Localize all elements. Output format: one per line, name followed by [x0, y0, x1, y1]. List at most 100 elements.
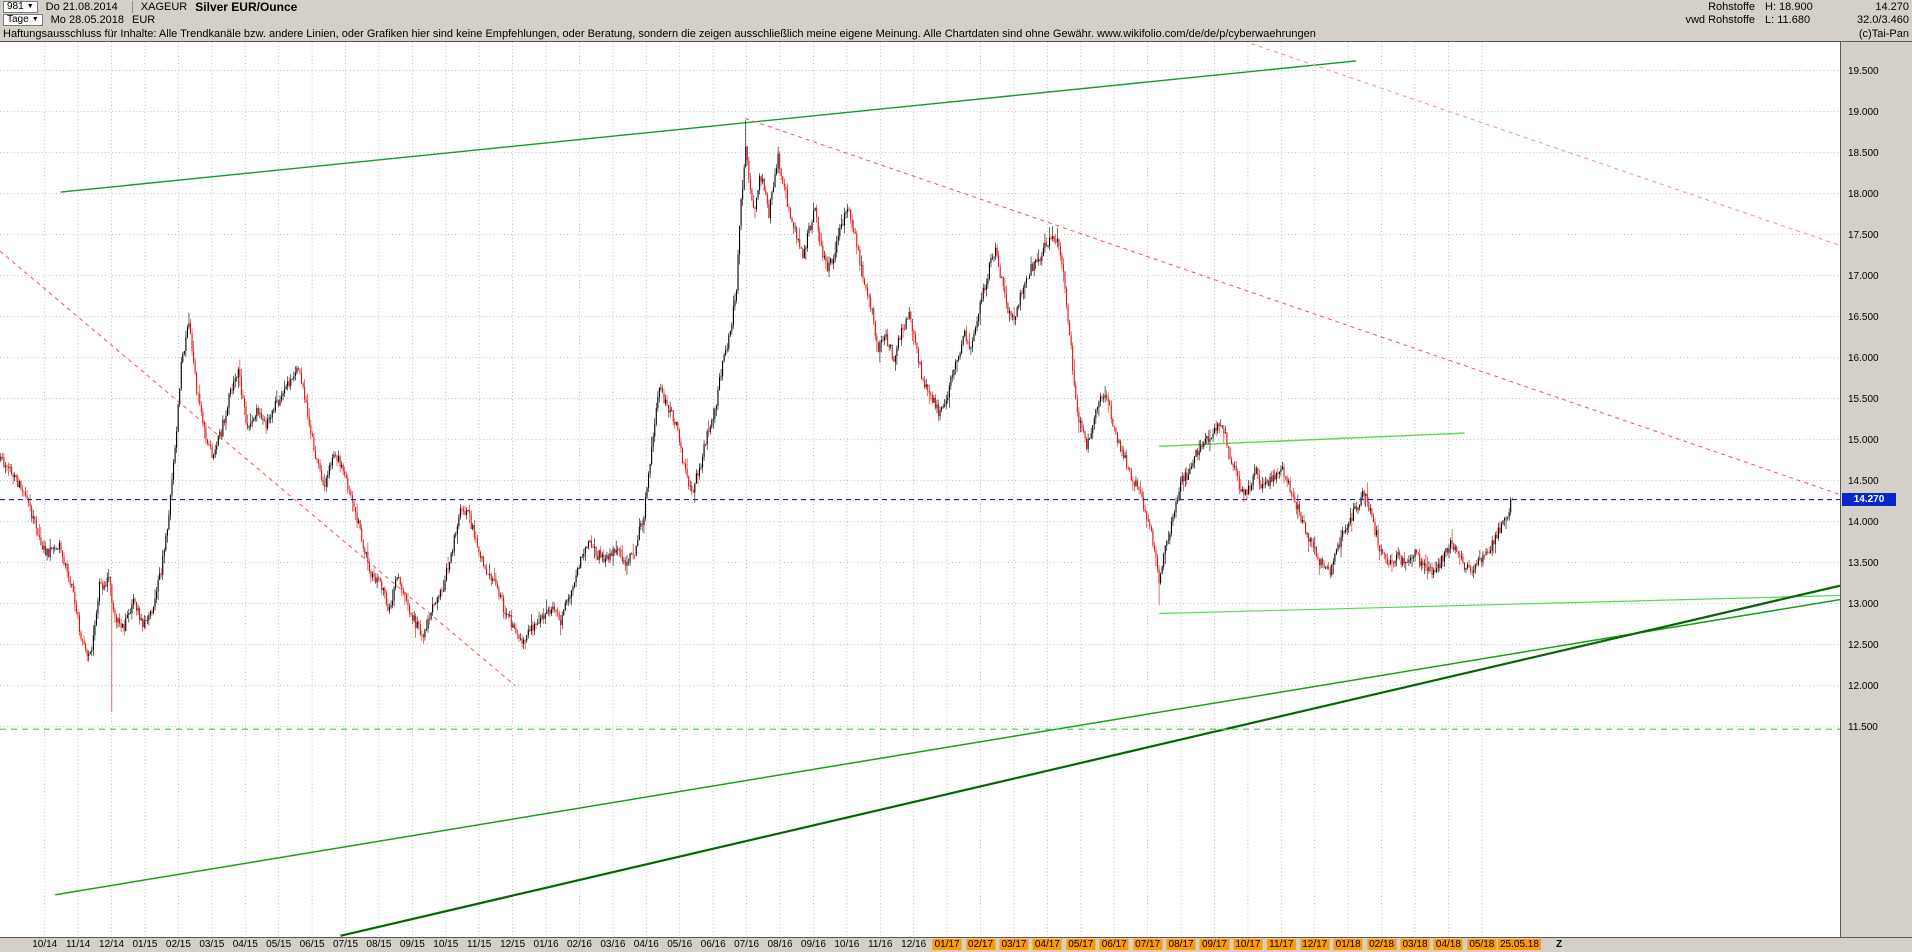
- y-axis-label: 14.500: [1848, 475, 1879, 487]
- x-axis-label: 11/17: [1267, 939, 1296, 950]
- zoom-button[interactable]: Z: [1556, 939, 1563, 950]
- y-axis-label: 14.000: [1848, 516, 1879, 528]
- x-axis-label: 12/17: [1300, 939, 1330, 950]
- horizontal-gridlines: [0, 70, 1840, 728]
- x-axis-label: 07/17: [1133, 939, 1163, 950]
- end-date-label: Mo 28.05.2018: [50, 13, 125, 26]
- x-axis-label: 12/15: [500, 939, 526, 950]
- x-axis-label: 06/15: [299, 939, 325, 950]
- y-axis-label: 19.500: [1848, 65, 1879, 77]
- x-axis-label: 08/15: [366, 939, 392, 950]
- x-axis-label: 01/18: [1333, 939, 1363, 950]
- time-axis: 10/14 11/14 12/14 01/15 02/15 03/15 04/15 05/15…: [0, 937, 1912, 952]
- stat-label: 32.0/3.460: [1857, 13, 1909, 26]
- candle-wicks-up: [0, 119, 1512, 662]
- candle-bodies-down: [1, 146, 1513, 656]
- x-axis-label: 02/18: [1367, 939, 1397, 950]
- y-axis-label: 13.000: [1848, 598, 1879, 610]
- x-axis-label: 03/18: [1400, 939, 1430, 950]
- x-axis-label: 12/16: [901, 939, 927, 950]
- x-axis-label: 04/16: [633, 939, 659, 950]
- support-medium-green[interactable]: [55, 598, 1840, 896]
- vertical-gridlines: [44, 42, 1483, 937]
- period-low-label: L: 11.680: [1765, 13, 1811, 26]
- x-axis-label: 03/17: [999, 939, 1029, 950]
- candle-bodies-up: [0, 146, 1512, 656]
- y-axis-label: 18.000: [1848, 188, 1879, 200]
- x-axis-label: 09/15: [399, 939, 425, 950]
- period-high-label: H: 18.900: [1765, 0, 1813, 13]
- x-axis-label: 10/15: [433, 939, 459, 950]
- bars-count-value: 981: [7, 1, 24, 12]
- start-date-label: Do 21.08.2014: [45, 0, 118, 13]
- y-axis-label: 15.500: [1848, 393, 1879, 405]
- x-axis-label: 11/16: [868, 939, 893, 950]
- y-axis-label: 12.500: [1848, 639, 1879, 651]
- chevron-down-icon: ▼: [26, 3, 34, 10]
- x-axis-label: 10/16: [834, 939, 860, 950]
- x-axis-label: 02/16: [566, 939, 592, 950]
- x-axis-label: 01/16: [533, 939, 559, 950]
- x-axis-label: 11/14: [65, 939, 91, 950]
- feed-label: vwd Rohstoffe: [1685, 13, 1755, 26]
- symbol-label: XAGEUR: [131, 0, 187, 13]
- instrument-title: Silver EUR/Ounce: [195, 0, 298, 14]
- y-axis-label: 13.500: [1848, 557, 1879, 569]
- resistance-green-upper[interactable]: [60, 60, 1357, 193]
- chart-header: 981 ▼ Do 21.08.2014 XAGEUR Silver EUR/Ou…: [0, 0, 1912, 42]
- candle-wicks-down: [2, 145, 1513, 712]
- header-row-1: 981 ▼ Do 21.08.2014 XAGEUR Silver EUR/Ou…: [0, 0, 1912, 14]
- price-axis: 19.500 19.000 18.500 18.000 17.500 17.000 16.5…: [1840, 42, 1912, 937]
- header-row-3: Haftungsausschluss für Inhalte: Alle Tre…: [0, 26, 1912, 41]
- x-axis-label: 10/17: [1233, 939, 1263, 950]
- x-axis-label: 04/15: [232, 939, 258, 950]
- category-label: Rohstoffe: [1708, 0, 1755, 13]
- currency-label: EUR: [132, 13, 156, 26]
- y-axis-label: 19.000: [1848, 106, 1879, 118]
- x-axis-label: 09/16: [800, 939, 826, 950]
- downtrend-red-dashed-left[interactable]: [0, 250, 516, 687]
- x-axis-label: 07/15: [333, 939, 359, 950]
- x-axis-label: 03/16: [600, 939, 626, 950]
- x-axis-label: 02/15: [165, 939, 191, 950]
- copyright-label: (c)Tai-Pan: [1858, 27, 1909, 40]
- last-price-label: 14.270: [1875, 0, 1909, 13]
- chart-canvas[interactable]: [0, 42, 1840, 937]
- x-axis-label: 10/14: [32, 939, 58, 950]
- current-price-tag: 14.270: [1842, 493, 1896, 507]
- y-axis-label: 16.000: [1848, 352, 1879, 364]
- disclaimer-text: Haftungsausschluss für Inhalte: Alle Tre…: [3, 27, 1316, 40]
- x-axis-label: 06/16: [700, 939, 726, 950]
- x-axis-label: 05/15: [266, 939, 292, 950]
- x-axis-label: 11/15: [467, 939, 492, 950]
- x-axis-label: 03/15: [199, 939, 225, 950]
- x-axis-label: 04/17: [1032, 939, 1062, 950]
- x-axis-label: 01/15: [132, 939, 158, 950]
- y-axis-label: 18.500: [1848, 147, 1879, 159]
- downtrend-red-dashed-upper[interactable]: [1251, 43, 1840, 246]
- downtrend-red-dashed-main[interactable]: [745, 117, 1840, 496]
- x-axis-label: 05/17: [1066, 939, 1096, 950]
- header-row-2: Tage ▼ Mo 28.05.2018 EUR vwd Rohstoffe L…: [0, 13, 1912, 26]
- x-axis-label: 08/17: [1166, 939, 1196, 950]
- support-dark-green[interactable]: [340, 584, 1840, 937]
- x-axis-label: 09/17: [1199, 939, 1229, 950]
- y-axis-label: 11.500: [1848, 721, 1878, 733]
- y-axis-label: 16.500: [1848, 311, 1879, 323]
- y-axis-label: 17.500: [1848, 229, 1879, 241]
- x-axis-label: 06/17: [1099, 939, 1129, 950]
- last-date-label: 25.05.18: [1498, 939, 1541, 950]
- x-axis-label: 05/16: [667, 939, 693, 950]
- y-axis-label: 17.000: [1848, 270, 1879, 282]
- x-axis-label: 01/17: [932, 939, 962, 950]
- period-dropdown[interactable]: Tage ▼: [3, 13, 43, 26]
- support-light-green[interactable]: [1159, 594, 1840, 615]
- x-axis-label: 05/18: [1467, 939, 1497, 950]
- x-axis-label: 02/17: [966, 939, 996, 950]
- bars-count-dropdown[interactable]: 981 ▼: [3, 0, 38, 13]
- x-axis-label: 07/16: [734, 939, 760, 950]
- x-axis-label: 12/14: [99, 939, 125, 950]
- y-axis-label: 12.000: [1848, 680, 1879, 692]
- chevron-down-icon: ▼: [31, 16, 39, 23]
